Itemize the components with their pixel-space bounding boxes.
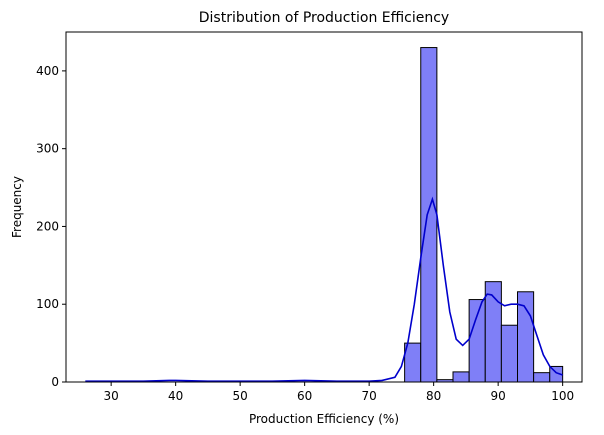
x-tick-label: 60: [297, 389, 312, 403]
histogram-bar: [420, 47, 438, 383]
histogram-bar: [404, 342, 422, 383]
y-tick-label: 0: [51, 375, 59, 389]
x-tick-label: 50: [233, 389, 248, 403]
plot-frame: [65, 31, 583, 383]
y-tick-label: 100: [36, 297, 59, 311]
y-tick-label: 400: [36, 64, 59, 78]
y-axis-label: Frequency: [10, 176, 24, 238]
x-tick-label: 30: [104, 389, 119, 403]
x-axis-label: Production Efficiency (%): [249, 412, 399, 426]
chart-title: Distribution of Production Efficiency: [199, 10, 449, 26]
histogram-bar: [533, 372, 551, 383]
histogram-bar: [500, 324, 518, 383]
histogram-bar: [452, 371, 470, 383]
x-axis-ticks: 30 40 50 60 70 80 90 100: [104, 382, 574, 403]
x-tick-label: 80: [426, 389, 441, 403]
y-tick-label: 300: [36, 142, 59, 156]
x-tick-label: 40: [168, 389, 183, 403]
x-tick-label: 100: [551, 389, 574, 403]
y-tick-label: 200: [36, 219, 59, 233]
kde-line: [85, 196, 563, 382]
histogram-bars: [404, 47, 564, 383]
x-tick-label: 90: [491, 389, 506, 403]
histogram-bar: [468, 299, 486, 383]
x-tick-label: 70: [362, 389, 377, 403]
y-axis-ticks: 0 100 200 300 400: [36, 64, 66, 389]
